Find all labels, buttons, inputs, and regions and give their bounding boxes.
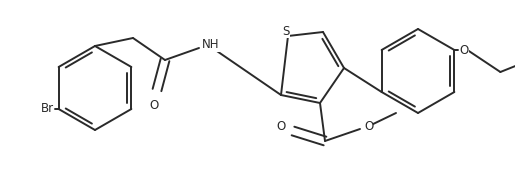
Text: O: O: [364, 120, 373, 132]
Text: NH: NH: [202, 38, 219, 52]
Text: O: O: [277, 120, 286, 134]
Text: O: O: [149, 99, 159, 112]
Text: O: O: [459, 43, 469, 57]
Text: Br: Br: [41, 103, 54, 115]
Text: S: S: [282, 25, 289, 38]
